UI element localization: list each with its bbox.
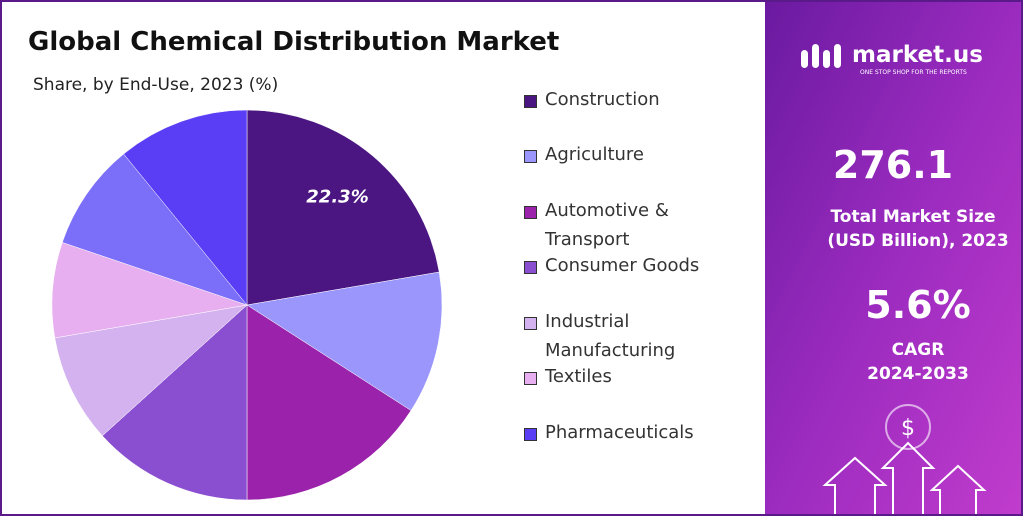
cagr: 5.6% — [865, 283, 970, 327]
pie-slice — [246, 304, 412, 501]
legend-item: Automotive & Transport — [524, 200, 705, 254]
cagr-label: CAGR — [892, 340, 945, 360]
legend-swatch — [524, 428, 537, 441]
legend-item: Textiles — [524, 366, 705, 391]
legend-item: Construction — [524, 89, 705, 114]
side-panel — [765, 2, 1021, 514]
market-size: 276.1 — [833, 143, 953, 187]
legend-item: Industrial Manufacturing — [524, 311, 705, 365]
pie-slice — [246, 271, 443, 411]
data-label: 22.3% — [306, 187, 368, 208]
pie-slice — [51, 242, 248, 339]
legend-item: Pharmaceuticals — [524, 422, 705, 447]
legend-swatch — [524, 206, 537, 219]
dollar-icon: $ — [901, 416, 915, 441]
legend-item: Agriculture — [524, 144, 705, 169]
legend-swatch — [524, 261, 537, 274]
legend-swatch — [524, 95, 537, 108]
chart-title: Global Chemical Distribution Market — [28, 27, 559, 57]
pie-slice — [123, 109, 248, 306]
tagline: ONE STOP SHOP FOR THE REPORTS — [860, 69, 967, 76]
market-size-label: (USD Billion), 2023 — [827, 231, 1008, 251]
logo — [801, 44, 841, 68]
legend-swatch — [524, 150, 537, 163]
legend-label: Agriculture — [545, 144, 644, 165]
legend-label: Construction — [545, 89, 660, 110]
legend-swatch — [524, 317, 537, 330]
chart-subtitle: Share, by End-Use, 2023 (%) — [33, 75, 278, 95]
market-size-label: Total Market Size — [830, 207, 995, 227]
legend-label: Textiles — [545, 366, 612, 387]
pie-slice — [102, 304, 248, 501]
cagr-label: 2024-2033 — [867, 364, 969, 384]
brand: market.us — [852, 42, 983, 68]
legend-label: Consumer Goods — [545, 255, 700, 276]
pie-slice — [54, 304, 248, 437]
pie: 22.3% — [51, 109, 443, 501]
legend-label: Industrial Manufacturing — [545, 311, 676, 361]
legend-label: Automotive & Transport — [545, 200, 669, 250]
legend-item: Consumer Goods — [524, 255, 705, 280]
legend-swatch — [524, 372, 537, 385]
pie-slice — [61, 153, 248, 306]
legend-label: Pharmaceuticals — [545, 422, 694, 443]
pie-slice — [246, 109, 440, 306]
arrows — [822, 404, 987, 514]
